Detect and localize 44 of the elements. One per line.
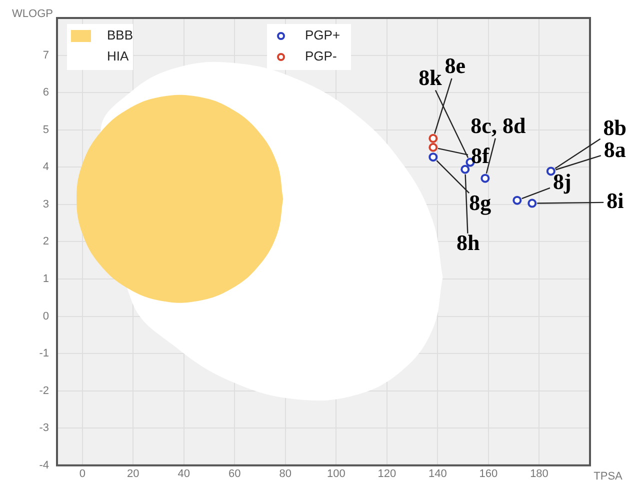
annotation: 8h [456,230,480,256]
y-tick-label: -3 [39,422,49,434]
point [480,174,490,183]
x-tick-label: 20 [127,468,140,480]
x-tick-label: 0 [79,468,86,480]
x-tick-label: 100 [327,468,346,480]
x-tick-label: 120 [378,468,396,480]
y-tick-label: 4 [42,161,49,174]
annotation: 8j [552,169,572,194]
point [512,196,522,205]
y-tick-label: 7 [42,49,49,62]
annotation: 8i [606,188,624,213]
series-label: HIA [107,48,129,64]
point [428,152,438,162]
annotation: 8f [470,143,490,168]
annotation: 8c, 8d [470,113,526,138]
y-tick-label: 5 [42,124,49,136]
y-tick-label: -1 [39,348,49,360]
x-tick-label: 40 [178,468,190,480]
y-tick-label: 3 [42,198,49,210]
point [460,164,470,174]
y-tick-label: -4 [39,459,49,472]
legend-label: BBB [107,28,134,43]
point [428,134,438,143]
y-tick-label: -2 [39,384,49,397]
y-tick-label: 0 [42,310,49,322]
y-axis-title: WLOGP [12,8,53,20]
annotation: 8g [469,190,492,215]
point [428,142,438,152]
annotation: 8k [418,64,443,90]
legend-label: PGP+ [305,28,340,43]
y-tick-label: 2 [42,236,49,248]
legend-label: PGP- [305,48,337,64]
x-tick-label: 60 [228,468,241,480]
x-tick-label: 160 [479,468,498,480]
x-axis-title: TPSA [594,470,624,480]
y-tick-label: 6 [42,86,49,99]
x-tick-label: 180 [530,468,548,480]
point [546,166,556,176]
y-tick-label: 1 [42,273,49,286]
x-tick-label: 80 [279,468,292,480]
x-tick-label: 140 [428,468,447,480]
annotation: 8e [444,53,466,78]
point [528,198,537,208]
